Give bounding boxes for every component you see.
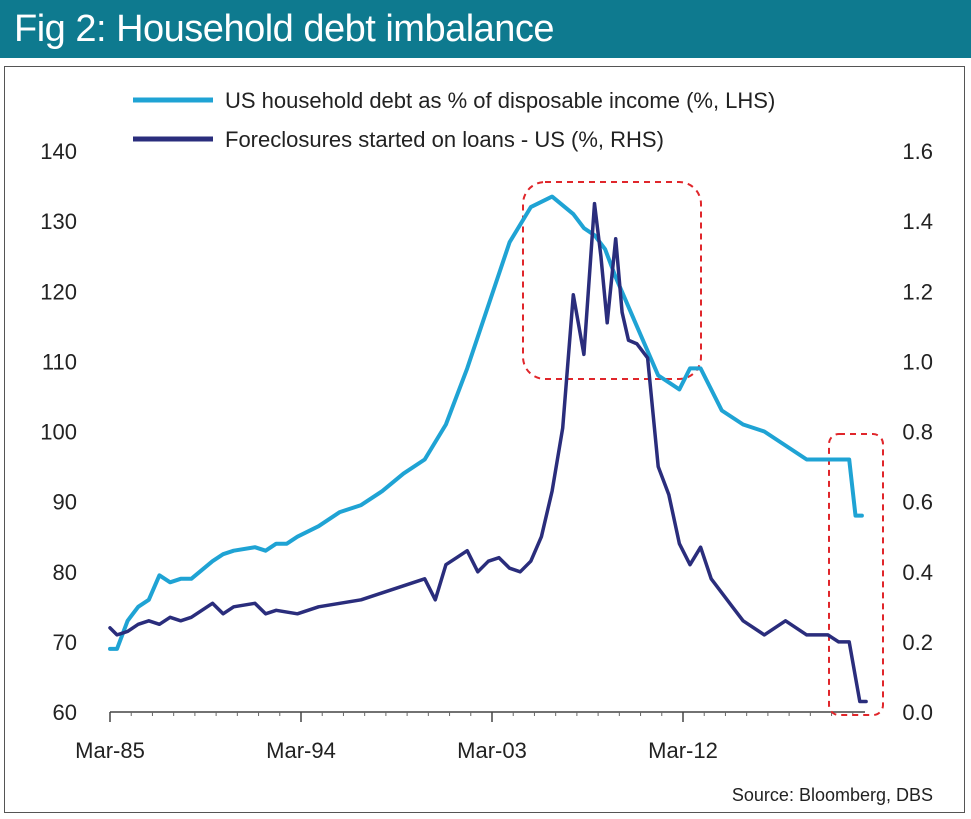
y-right-tick-label: 0.8 [902,420,933,445]
x-tick-label: Mar-03 [457,738,527,763]
source-note: Source: Bloomberg, DBS [732,785,933,805]
series-line-debt [108,194,864,651]
figure-header: Fig 2: Household debt imbalance [0,0,971,58]
y-left-tick-label: 130 [40,209,77,234]
y-right-tick-label: 0.4 [902,560,933,585]
y-left-tick-label: 120 [40,279,77,304]
y-right-tick-label: 1.4 [902,209,933,234]
y-left-tick-label: 100 [40,420,77,445]
legend-label-foreclosures: Foreclosures started on loans - US (%, R… [225,127,664,152]
x-tick-label: Mar-85 [75,738,145,763]
figure-title: Fig 2: Household debt imbalance [14,8,555,50]
axes: Mar-85 Mar-94 Mar-03 Mar-12 60 70 80 90 100 110 12… [40,139,933,763]
y-right-tick-label: 1.2 [902,279,933,304]
series-line-foreclosures [108,201,868,704]
highlight-boxes [522,181,884,716]
y-right-tick-label: 0.6 [902,490,933,515]
legend-label-debt: US household debt as % of disposable inc… [225,88,775,113]
y-left-tick-label: 90 [53,490,77,515]
y-right-tick-label: 1.6 [902,139,933,164]
highlight-box-latest [828,433,884,716]
series-layer [108,194,868,704]
y-left-tick-label: 60 [53,700,77,725]
x-tick-label: Mar-12 [648,738,718,763]
chart-frame: US household debt as % of disposable inc… [4,66,965,813]
y-right-tick-label: 0.0 [902,700,933,725]
y-left-tick-label: 70 [53,630,77,655]
chart: US household debt as % of disposable inc… [40,88,933,805]
highlight-box-peak [522,181,702,380]
y-right-tick-label: 0.2 [902,630,933,655]
legend: US household debt as % of disposable inc… [133,88,775,152]
y-left-tick-label: 110 [42,349,77,374]
y-right-tick-label: 1.0 [902,349,933,374]
x-tick-label: Mar-94 [266,738,336,763]
y-left-tick-label: 80 [53,560,77,585]
y-left-tick-label: 140 [40,139,77,164]
